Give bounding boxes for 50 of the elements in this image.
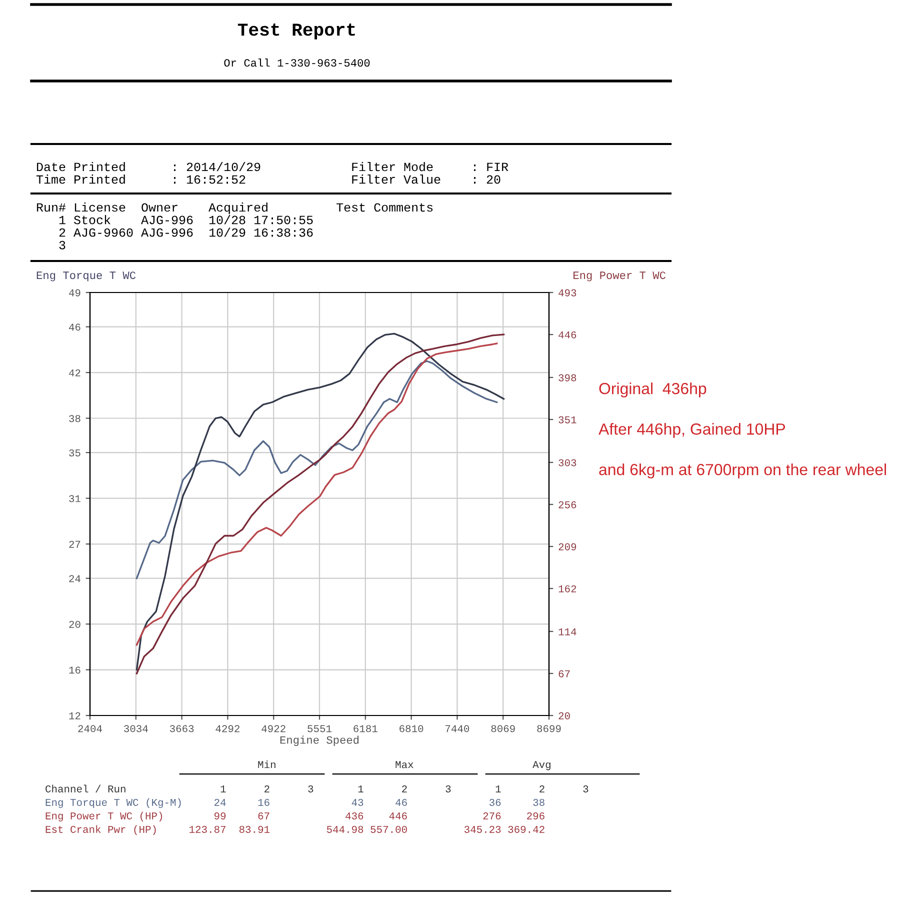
- y-tick-label: 16: [69, 666, 80, 674]
- y2-tick-label: 67: [558, 670, 570, 678]
- y-tick-label: 24: [69, 575, 80, 582]
- text: Filter Mode : FIR Filter Value : 20: [352, 162, 508, 184]
- y2-tick-label: 162: [558, 585, 576, 592]
- y2-tick-label: 209: [558, 543, 576, 550]
- line-series: [136, 360, 498, 580]
- text: Original 436hp: [599, 382, 706, 398]
- text: Est Crank Pwr (HP) 123.87 83.91 544.98 557.00 345.23 369.42: [46, 825, 544, 836]
- y2-axis-title: Eng Power T WC: [574, 272, 666, 282]
- y-tick-label: 42: [68, 369, 80, 376]
- text: Eng Power T WC (HP) 99 67 436 446 276 296: [46, 812, 544, 822]
- x-tick-label: 4292: [216, 725, 240, 732]
- x-tick-label: 8699: [537, 725, 561, 732]
- y-tick-label: 38: [69, 415, 80, 422]
- x-axis-title: Engine Speed: [280, 736, 359, 746]
- text: Or Call 1-330-963-5400: [224, 58, 370, 67]
- y-axis-title: Eng Torque T WC: [36, 272, 136, 282]
- x-tick-label: 8069: [491, 725, 515, 732]
- x-tick-label: 6810: [400, 725, 424, 732]
- text: Channel / Run 1 2 3 1 2 3 1 2 3: [46, 784, 588, 792]
- y-tick-label: 35: [69, 449, 80, 456]
- y-tick-label: 31: [69, 495, 80, 502]
- text: Date Printed : 2014/10/29 Time Printed : 16:52:52: [36, 162, 260, 184]
- x-tick-label: 6181: [354, 725, 378, 732]
- text: Min Max Avg: [258, 760, 550, 770]
- y-tick-label: 46: [68, 324, 80, 331]
- text: Eng Torque T WC (Kg-M) 24 16 43 46 36 38: [46, 798, 544, 808]
- y2-tick-label: 303: [558, 459, 576, 466]
- y-tick-label: 49: [68, 289, 80, 296]
- x-tick-label: 3663: [170, 725, 194, 732]
- x-tick-label: 4922: [262, 725, 286, 732]
- x-tick-label: 5551: [308, 725, 332, 732]
- y2-tick-label: 114: [558, 628, 576, 636]
- y-tick-label: 27: [69, 540, 80, 548]
- y2-tick-label: 493: [558, 289, 576, 296]
- text: Run# License Owner Acquired Test Comments 1 Stock AJG-996 10/28 17:50:55 2 AJG-9960 AJG-996 10/29 16:38:36 3: [36, 202, 433, 250]
- y2-tick-label: 20: [558, 712, 570, 720]
- x-tick-label: 7440: [446, 725, 470, 732]
- y2-tick-label: 446: [558, 331, 576, 338]
- y2-tick-label: 256: [558, 501, 576, 508]
- text: and 6kg-m at 6700rpm on the rear wheel: [599, 464, 886, 478]
- x-tick-label: 3034: [124, 725, 148, 732]
- y-tick-label: 12: [69, 712, 80, 720]
- y2-tick-label: 398: [558, 374, 576, 382]
- y-tick-label: 20: [69, 620, 80, 628]
- x-tick-label: 2404: [78, 725, 102, 732]
- text: After 446hp, Gained 10HP: [598, 423, 786, 438]
- y2-tick-label: 351: [558, 416, 576, 424]
- text: Test Report: [238, 24, 355, 40]
